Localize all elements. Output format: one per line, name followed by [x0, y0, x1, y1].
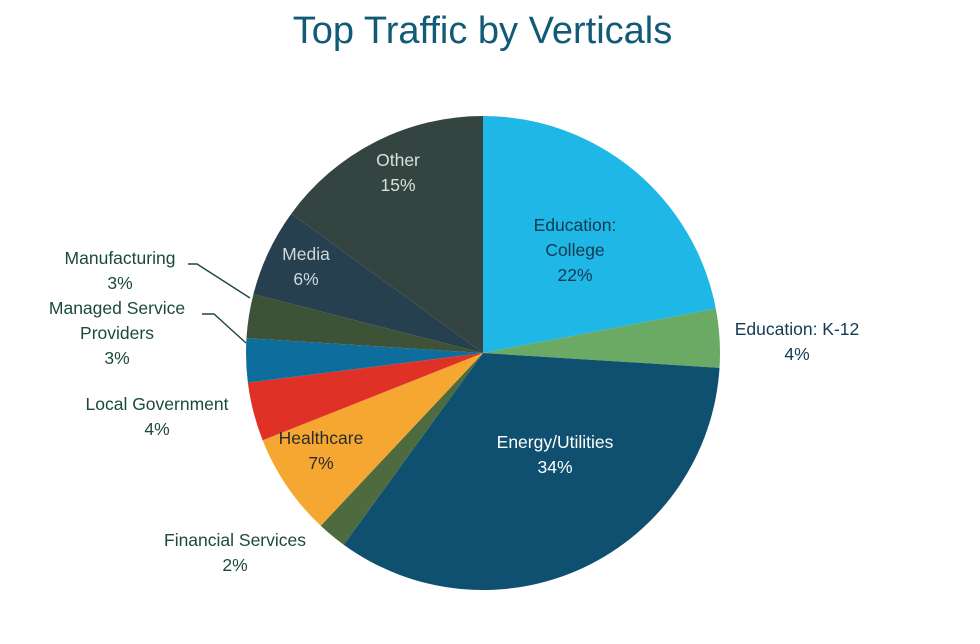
slice-label-education-college: Education: College 22%: [534, 215, 617, 285]
slice-percent-local-government: 4%: [144, 419, 169, 439]
slice-name-manufacturing: Manufacturing: [65, 248, 176, 268]
slice-name-financial-services: Financial Services: [164, 530, 306, 550]
slice-label-energy-utilities: Energy/Utilities 34%: [497, 432, 614, 477]
chart-title: Top Traffic by Verticals: [292, 10, 673, 52]
slice-percent-education-k-12: 4%: [784, 344, 809, 364]
slice-label-media: Media 6%: [282, 244, 330, 289]
slice-percent-healthcare: 7%: [308, 453, 333, 473]
slice-label-manufacturing: Manufacturing 3%: [65, 248, 176, 293]
slice-percent-energy-utilities: 34%: [537, 457, 572, 477]
slice-name-local-government: Local Government: [86, 394, 229, 414]
slice-percent-other: 15%: [380, 175, 415, 195]
slice-label-education-k-12: Education: K-12 4%: [735, 319, 860, 364]
slice-name-managed-service-providers: Providers: [80, 323, 154, 343]
slice-name-media: Media: [282, 244, 330, 264]
slice-name-managed-service-providers: Managed Service: [49, 298, 185, 318]
pie-slice-energy-utilities: [343, 353, 720, 591]
pie-slice-local-government: [247, 353, 483, 441]
pie-slice-managed-service-providers: [246, 338, 483, 383]
slice-name-education-college: College: [545, 240, 604, 260]
leader-line-manufacturing: [188, 263, 251, 299]
slice-name-healthcare: Healthcare: [279, 428, 364, 448]
slice-name-education-college: Education:: [534, 215, 617, 235]
leader-line-managed-service-providers: [202, 313, 247, 344]
slice-percent-financial-services: 2%: [222, 555, 247, 575]
pie-slice-financial-services: [320, 353, 483, 545]
slice-percent-education-college: 22%: [557, 265, 592, 285]
pie-slice-healthcare: [262, 353, 483, 526]
slice-label-managed-service-providers: Managed Service Providers 3%: [49, 298, 185, 368]
slice-label-financial-services: Financial Services 2%: [164, 530, 306, 575]
pie-slice-education-k-12: [483, 308, 720, 368]
slice-percent-media: 6%: [293, 269, 318, 289]
pie-slice-manufacturing: [246, 294, 483, 353]
pie-slice-education-college: [483, 116, 716, 353]
slice-percent-managed-service-providers: 3%: [104, 348, 129, 368]
pie-slice-other: [291, 116, 483, 353]
slice-percent-manufacturing: 3%: [107, 273, 132, 293]
slice-label-local-government: Local Government 4%: [86, 394, 229, 439]
slice-name-other: Other: [376, 150, 420, 170]
pie-slice-media: [253, 213, 483, 353]
slice-label-other: Other 15%: [376, 150, 420, 195]
slice-label-healthcare: Healthcare 7%: [279, 428, 364, 473]
slice-name-education-k-12: Education: K-12: [735, 319, 860, 339]
slice-name-energy-utilities: Energy/Utilities: [497, 432, 614, 452]
